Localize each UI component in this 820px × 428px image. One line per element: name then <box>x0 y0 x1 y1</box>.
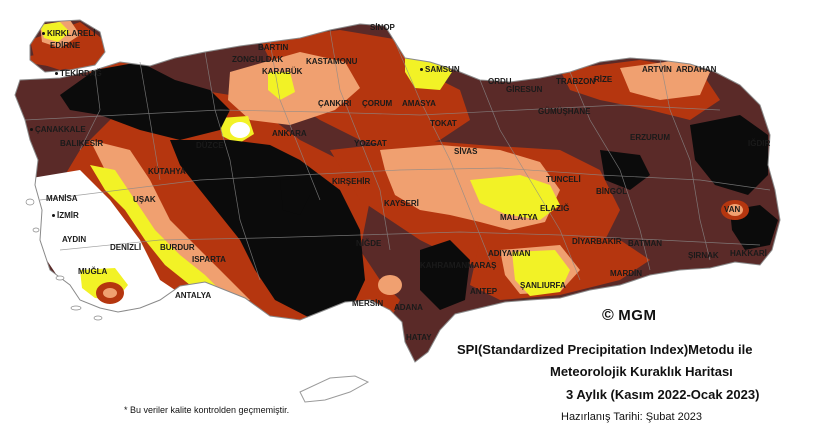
city-label-kirklareli: KIRKLARELİ <box>42 30 95 38</box>
city-label-kutahya: KÜTAHYA <box>148 167 186 176</box>
prepared-date: Hazırlanış Tarihi: Şubat 2023 <box>561 411 703 423</box>
city-label-mersin: MERSİN <box>352 299 384 308</box>
city-label-ordu: ORDU <box>488 77 512 86</box>
city-label-hatay: HATAY <box>406 333 432 342</box>
city-label-mardin: MARDİN <box>610 269 642 278</box>
mgm-credit: © MGM <box>602 307 656 325</box>
city-label-nigde: NİĞDE <box>356 239 382 248</box>
city-label-sinop: SİNOP <box>370 23 395 32</box>
city-label-canakkale: ÇANAKKALE <box>30 126 86 134</box>
copyright-symbol: © <box>602 307 615 324</box>
city-label-kahramanmaras: KAHRAMANMARAŞ <box>420 261 497 270</box>
city-label-karabuk: KARABÜK <box>262 67 303 76</box>
city-label-tokat: TOKAT <box>430 119 457 128</box>
city-label-antalya: ANTALYA <box>175 291 212 300</box>
city-label-kayseri: KAYSERİ <box>384 199 419 208</box>
map-title-line3: 3 Aylık (Kasım 2022-Ocak 2023) <box>566 387 760 402</box>
city-label-sanliurfa: ŞANLIURFA <box>520 281 566 290</box>
city-label-van: VAN <box>724 205 741 214</box>
city-label-cankiri: ÇANKIRI <box>318 99 352 108</box>
city-label-gumushane: GÜMÜŞHANE <box>538 107 591 116</box>
city-label-mugla: MUĞLA <box>78 267 108 276</box>
city-label-malatya: MALATYA <box>500 213 538 222</box>
city-label-aydin: AYDIN <box>62 235 87 244</box>
city-label-zonguldak: ZONGULDAK <box>232 55 284 64</box>
city-label-sirnak: ŞIRNAK <box>688 251 719 260</box>
city-label-amasya: AMASYA <box>402 99 436 108</box>
city-label-ankara: ANKARA <box>272 129 307 138</box>
city-label-kirsehir: KIRŞEHİR <box>332 177 371 186</box>
city-label-artvin: ARTVİN <box>642 65 672 74</box>
map-title-line2: Meteorolojik Kuraklık Haritası <box>550 364 733 379</box>
city-label-manisa: MANİSA <box>46 194 78 203</box>
city-label-ardahan: ARDAHAN <box>676 65 717 74</box>
city-label-rize: RİZE <box>594 75 613 84</box>
map-title-line1: SPI(Standardized Precipitation Index)Met… <box>457 342 753 357</box>
city-label-elazig: ELAZIĞ <box>540 204 570 213</box>
city-label-igdir: IĞDIR <box>748 139 771 148</box>
city-label-bingol: BİNGÖL <box>596 187 628 196</box>
city-label-bartin: BARTIN <box>258 43 289 52</box>
city-label-trabzon: TRABZON <box>556 77 596 86</box>
city-label-edirne: EDİRNE <box>50 41 81 50</box>
city-label-sivas: SİVAS <box>454 147 478 156</box>
city-label-hakkari: HAKKARİ <box>730 249 767 258</box>
city-label-isparta: ISPARTA <box>192 255 226 264</box>
city-label-kastamonu: KASTAMONU <box>306 57 358 66</box>
city-label-samsun: SAMSUN <box>420 66 460 74</box>
city-label-burdur: BURDUR <box>160 243 195 252</box>
city-label-balikesir: BALIKESİR <box>60 139 104 148</box>
city-label-diyarbakir: DİYARBAKIR <box>572 237 622 246</box>
city-label-antep: ANTEP <box>470 287 498 296</box>
city-label-adiyaman: ADIYAMAN <box>488 249 531 258</box>
quality-note: * Bu veriler kalite kontrolden geçmemişt… <box>124 405 290 415</box>
city-label-denizli: DENİZLİ <box>110 243 142 252</box>
city-label-tekirdag: TEKİRDAĞ <box>55 70 102 78</box>
city-label-giresun: GİRESUN <box>506 85 543 94</box>
city-label-izmir: İZMİR <box>52 212 79 220</box>
city-label-yozgat: YOZGAT <box>354 139 387 148</box>
city-label-erzurum: ERZURUM <box>630 133 670 142</box>
credit-text: MGM <box>618 307 657 324</box>
city-label-tunceli: TUNCELİ <box>546 175 581 184</box>
city-label-corum: ÇORUM <box>362 99 393 108</box>
city-label-batman: BATMAN <box>628 239 663 248</box>
city-label-usak: UŞAK <box>133 195 156 204</box>
city-label-adana: ADANA <box>394 303 423 312</box>
city-label-duzce: DÜZCE <box>196 141 224 150</box>
